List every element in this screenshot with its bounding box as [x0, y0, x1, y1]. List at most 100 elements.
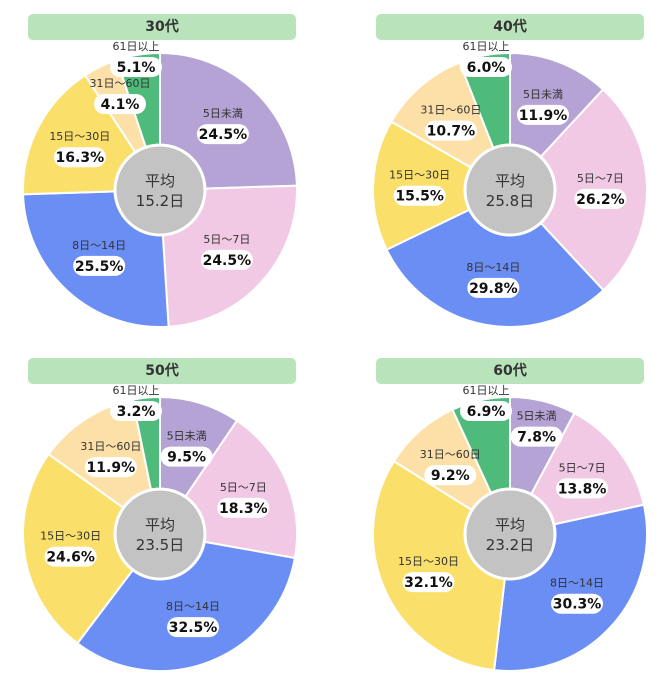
pie-slice-under-5-days — [159, 51, 298, 192]
pie-slice-8-14-days — [75, 532, 297, 672]
slice-category-label: 8日～14日 — [166, 600, 220, 613]
slice-label-group: 31日～60日 11.9% — [80, 440, 141, 478]
slice-value-label: 6.0% — [467, 60, 506, 76]
chart-panel-40s: 40代 5日未満 11.9% 5日～7日 26.2% 8日～14日 29.8% 15日～30… — [330, 0, 660, 349]
slice-category-label: 5日未満 — [523, 88, 563, 101]
value-label-background — [574, 188, 627, 209]
slice-category-label: 8日～14日 — [466, 261, 520, 274]
value-label-background — [160, 446, 213, 467]
slice-category-label: 5日未満 — [517, 410, 557, 423]
average-value: 25.8日 — [486, 192, 534, 210]
slice-category-label: 15日～30日 — [49, 130, 110, 143]
value-label-background — [402, 572, 455, 593]
slice-label-group: 31日～60日 9.2% — [420, 448, 481, 486]
slice-label-group: 15日～30日 15.5% — [389, 169, 450, 206]
slice-value-label: 10.7% — [427, 124, 476, 140]
slice-category-label: 15日～30日 — [389, 169, 450, 182]
slice-category-label: 61日以上 — [463, 40, 510, 53]
average-center-disc — [463, 143, 557, 237]
value-label-background — [510, 426, 563, 447]
slice-label-group: 8日～14日 25.5% — [72, 239, 126, 276]
slice-label-group: 61日以上 6.9% — [460, 384, 512, 421]
slice-label-group: 8日～14日 32.5% — [166, 600, 220, 638]
slice-value-label: 30.3% — [553, 597, 602, 613]
slice-category-label: 15日～30日 — [40, 530, 101, 543]
slice-label-group: 61日以上 5.1% — [110, 40, 162, 77]
average-center-disc — [463, 487, 557, 581]
slice-label-group: 15日～30日 16.3% — [49, 130, 110, 168]
chart-title: 60代 — [376, 358, 644, 384]
value-label-background — [84, 457, 137, 478]
slice-value-label: 11.9% — [519, 108, 568, 124]
value-label-background — [551, 593, 604, 614]
value-label-background — [200, 249, 253, 270]
average-label: 平均 — [495, 172, 525, 190]
pie-chart: 5日未満 9.5% 5日～7日 18.3% 8日～14日 32.5% 15日～30日 24.6… — [22, 384, 298, 672]
slice-value-label: 24.6% — [46, 550, 95, 566]
slice-label-group: 5日未満 11.9% — [516, 88, 569, 125]
value-label-background — [94, 94, 146, 114]
slice-label-group: 5日～7日 24.5% — [200, 233, 253, 270]
slice-value-label: 11.9% — [87, 460, 136, 476]
value-label-background — [110, 57, 162, 77]
value-label-background — [393, 185, 446, 206]
slice-value-label: 24.5% — [203, 253, 252, 269]
chart-panel-30s: 30代 5日未満 24.5% 5日～7日 24.5% 8日～14日 25.5% 15日～30… — [0, 0, 330, 349]
slice-label-group: 61日以上 6.0% — [460, 40, 512, 77]
slice-value-label: 9.5% — [167, 450, 206, 466]
chart-title: 30代 — [28, 14, 296, 40]
slice-label-group: 5日未満 24.5% — [196, 107, 249, 145]
value-label-background — [460, 401, 512, 421]
slice-category-label: 5日～7日 — [220, 481, 267, 494]
value-label-background — [73, 255, 126, 276]
slice-category-label: 61日以上 — [113, 40, 160, 53]
average-label: 平均 — [145, 516, 175, 534]
slice-value-label: 26.2% — [576, 192, 625, 208]
slice-category-label: 5日未満 — [203, 107, 243, 120]
slice-value-label: 16.3% — [56, 150, 105, 166]
slice-value-label: 5.1% — [117, 60, 156, 76]
slice-value-label: 24.5% — [199, 127, 248, 143]
average-value: 23.5日 — [136, 536, 184, 554]
chart-title: 40代 — [376, 14, 644, 40]
value-label-background — [556, 478, 609, 499]
slice-category-label: 8日～14日 — [550, 577, 604, 590]
slice-category-label: 5日～7日 — [203, 233, 250, 246]
value-label-background — [196, 124, 249, 145]
pie-slice-15-30-days — [372, 120, 513, 251]
average-label: 平均 — [145, 172, 175, 190]
value-label-background — [467, 277, 520, 298]
slice-value-label: 29.8% — [469, 281, 518, 297]
slice-label-group: 5日～7日 26.2% — [574, 172, 627, 209]
slice-value-label: 7.8% — [517, 430, 556, 446]
slice-label-group: 61日以上 3.2% — [110, 384, 162, 421]
slice-value-label: 4.1% — [101, 97, 140, 113]
value-label-background — [53, 147, 106, 168]
slice-category-label: 31日～60日 — [80, 440, 141, 453]
chart-title: 50代 — [28, 358, 296, 384]
slice-label-group: 8日～14日 29.8% — [466, 261, 520, 298]
value-label-background — [424, 120, 477, 141]
slice-label-group: 15日～30日 32.1% — [398, 555, 459, 593]
slice-label-group: 5日～7日 13.8% — [556, 461, 609, 499]
pie-slice-5-7-days — [508, 88, 648, 292]
slice-value-label: 6.9% — [467, 404, 506, 420]
slice-label-group: 31日～60日 10.7% — [420, 104, 481, 141]
slice-value-label: 13.8% — [558, 481, 607, 497]
average-value: 15.2日 — [136, 192, 184, 210]
value-label-background — [110, 401, 162, 421]
slice-value-label: 15.5% — [395, 189, 444, 205]
value-label-background — [167, 617, 220, 638]
slice-value-label: 25.5% — [75, 259, 124, 275]
slice-category-label: 5日～7日 — [577, 172, 624, 185]
slice-label-group: 15日～30日 24.6% — [40, 530, 101, 567]
slice-category-label: 5日未満 — [167, 430, 207, 443]
slice-category-label: 8日～14日 — [72, 239, 126, 252]
slice-category-label: 15日～30日 — [398, 555, 459, 568]
slice-label-group: 8日～14日 30.3% — [550, 577, 604, 614]
slice-label-group: 5日未満 7.8% — [510, 410, 563, 447]
chart-panel-50s: 50代 5日未満 9.5% 5日～7日 18.3% 8日～14日 32.5% 15日～30日… — [0, 349, 330, 698]
slice-value-label: 9.2% — [431, 468, 470, 484]
slice-value-label: 18.3% — [219, 501, 268, 517]
pie-chart: 5日未満 7.8% 5日～7日 13.8% 8日～14日 30.3% 15日～30日 32.1… — [372, 384, 648, 672]
